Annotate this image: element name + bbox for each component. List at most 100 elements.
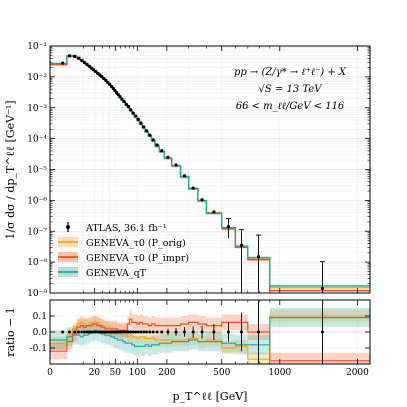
- main-y-tick-label: 10⁻⁵: [27, 166, 47, 176]
- legend-entry-atlas: ATLAS, 36.1 fb⁻¹: [66, 222, 167, 234]
- atlas-ratio-point: [174, 330, 178, 334]
- atlas-point: [200, 198, 204, 202]
- x-tick-label: 1000: [268, 368, 291, 378]
- atlas-point: [212, 210, 216, 214]
- atlas-point: [106, 80, 110, 85]
- atlas-point: [104, 78, 108, 82]
- atlas-point: [85, 62, 89, 67]
- annotation-mass-window: 66 < m_ℓℓ/GeV < 116: [236, 101, 345, 112]
- x-tick-label: 500: [213, 368, 230, 378]
- atlas-point: [82, 60, 87, 65]
- ratio-series-lines: [50, 315, 370, 362]
- atlas-point: [80, 58, 84, 63]
- atlas-ratio-point: [166, 330, 170, 334]
- atlas-point: [256, 255, 261, 259]
- atlas-ratio-point: [226, 330, 230, 334]
- axis-ticks: [49, 45, 370, 364]
- atlas-ratio-point: [148, 330, 152, 334]
- atlas-ratio-point: [191, 330, 195, 334]
- main-y-tick-label: 10⁻⁴: [27, 135, 47, 145]
- legend-label-atlas: ATLAS, 36.1 fb⁻¹: [85, 223, 167, 234]
- atlas-point: [134, 114, 138, 118]
- atlas-point: [155, 143, 159, 147]
- atlas-ratio-point: [83, 330, 87, 334]
- atlas-ratio-point: [155, 330, 159, 334]
- atlas-ratio-point: [61, 330, 65, 334]
- atlas-ratio-point: [240, 330, 244, 334]
- atlas-ratio-point: [200, 330, 204, 334]
- main-y-tick-label: 10⁻⁸: [27, 258, 47, 268]
- atlas-point: [131, 111, 135, 115]
- main-y-tick-label: 10⁻¹: [27, 42, 47, 52]
- atlas-ratio-point: [102, 330, 106, 334]
- atlas-ratio-point: [136, 330, 140, 334]
- atlas-point: [118, 94, 122, 99]
- atlas-point: [166, 155, 170, 159]
- x-tick-label: 200: [158, 368, 175, 378]
- ratio-line-geneva-qt: [50, 317, 370, 347]
- atlas-ratio-point: [124, 330, 128, 334]
- atlas-ratio-point: [320, 330, 324, 334]
- atlas-ratio-point: [68, 330, 72, 334]
- atlas-ratio-point: [129, 330, 133, 334]
- axis-tick-labels: 10⁻⁹ 10⁻⁸ 10⁻⁷ 10⁻⁶ 10⁻⁵ 10⁻⁴ 10⁻³ 10⁻² 10⁻¹ -0.1…: [27, 42, 369, 378]
- x-axis-title: p_T^ℓℓ [GeV]: [173, 390, 248, 403]
- x-tick-label: 2000: [346, 368, 369, 378]
- atlas-point: [61, 61, 65, 65]
- atlas-point: [124, 102, 128, 106]
- annotation-energy: √S = 13 TeV: [259, 84, 324, 95]
- atlas-ratio-point: [126, 330, 130, 334]
- atlas-point: [87, 64, 91, 68]
- atlas-point: [102, 76, 106, 81]
- annotation-process: pp → (Z/γ* → ℓ⁺ℓ⁻) + X: [234, 67, 347, 78]
- legend-entry-geneva-impr: GENEVA_τ0 (P_impr): [58, 252, 189, 264]
- ratio-y-tick-label: 0.1: [33, 312, 47, 322]
- atlas-ratio-point: [80, 330, 84, 334]
- atlas-point: [191, 186, 195, 190]
- atlas-ratio-point: [151, 330, 155, 334]
- main-y-tick-label: 10⁻³: [27, 104, 47, 114]
- ratio-band-geneva-qt: [50, 308, 370, 356]
- atlas-ratio-point: [120, 330, 124, 334]
- ratio-y-tick-label: -0.1: [30, 344, 47, 354]
- atlas-point: [151, 138, 155, 142]
- atlas-point: [76, 56, 81, 60]
- atlas-point: [226, 225, 231, 229]
- atlas-point: [239, 243, 244, 247]
- atlas-point: [160, 148, 164, 153]
- legend-entry-geneva-orig: GENEVA_τ0 (P_orig): [58, 237, 186, 249]
- atlas-ratio-point: [76, 330, 80, 334]
- atlas-ratio-point: [73, 330, 77, 334]
- atlas-point: [139, 121, 143, 125]
- atlas-point: [122, 99, 126, 104]
- atlas-point: [144, 129, 149, 133]
- atlas-point: [126, 104, 131, 109]
- atlas-point: [73, 54, 77, 59]
- legend-label-geneva-qt: GENEVA_qT: [86, 268, 147, 279]
- x-tick-label: 20: [89, 368, 101, 378]
- atlas-point: [120, 97, 124, 101]
- ratio-y-tick-label: 0.0: [33, 328, 48, 338]
- atlas-ratio-point: [142, 330, 146, 334]
- atlas-point: [320, 286, 325, 291]
- atlas-ratio-point: [131, 330, 135, 334]
- legend-atlas-marker: [66, 225, 70, 229]
- atlas-point: [116, 92, 120, 97]
- main-grid: [50, 45, 370, 294]
- atlas-point: [136, 117, 140, 121]
- atlas-point: [93, 69, 98, 74]
- atlas-point: [148, 133, 152, 137]
- atlas-point: [129, 108, 133, 112]
- main-y-tick-label: 10⁻²: [27, 73, 47, 83]
- atlas-ratio-point: [122, 330, 126, 334]
- atlas-point: [67, 54, 72, 58]
- legend-label-geneva-orig: GENEVA_τ0 (P_orig): [86, 238, 186, 249]
- x-tick-label: 50: [110, 368, 122, 378]
- atlas-ratio-point: [145, 330, 149, 334]
- atlas-ratio-point: [85, 330, 89, 334]
- ratio-data-points: [61, 300, 324, 364]
- atlas-point: [182, 174, 187, 178]
- atlas-point: [174, 163, 178, 167]
- main-y-axis-title: 1/σ dσ / dp_T^ℓℓ [GeV⁻¹]: [4, 100, 17, 239]
